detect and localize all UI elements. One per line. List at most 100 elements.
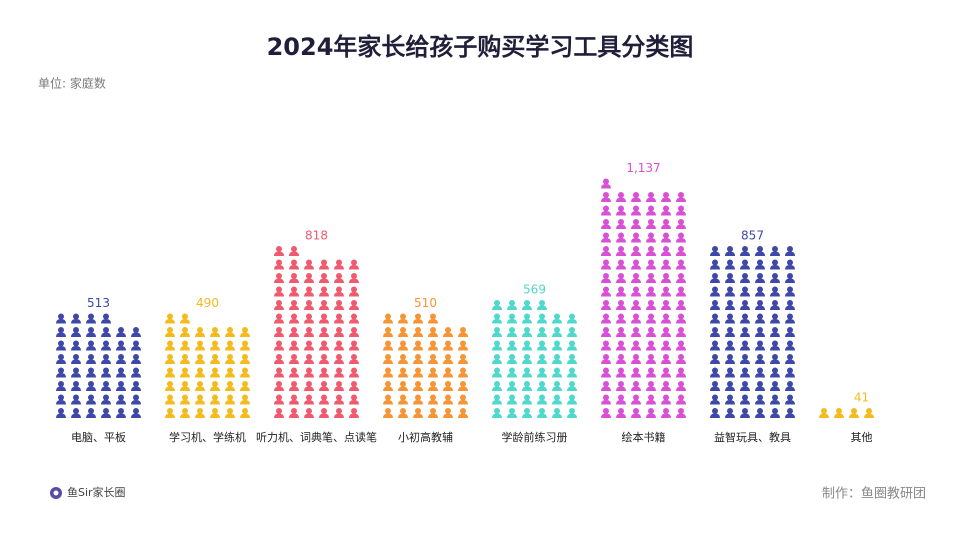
person-icon [710, 408, 720, 418]
icon-head [385, 354, 391, 360]
person-icon [274, 354, 284, 364]
person-icon [413, 394, 423, 405]
icon-head [509, 394, 515, 401]
person-icon [507, 394, 517, 405]
person-icon [601, 394, 611, 405]
icon-head [618, 192, 624, 198]
icon-body [616, 373, 626, 378]
icon-body [725, 251, 735, 256]
person-icon [101, 394, 111, 405]
brand-logo [50, 487, 62, 499]
person-icon [661, 408, 671, 418]
icon-body [755, 346, 765, 351]
person-icon [601, 408, 611, 418]
icon-body [304, 292, 314, 297]
person-icon [522, 340, 532, 351]
icon-body [755, 265, 765, 270]
person-icon [443, 354, 453, 364]
icon-body [165, 413, 175, 418]
icon-body [661, 278, 671, 283]
person-icon [86, 327, 96, 337]
icon-body [552, 319, 562, 324]
icon-head [58, 381, 64, 387]
icon-body [240, 400, 250, 405]
icon-body [398, 386, 408, 391]
person-icon [725, 340, 735, 351]
icon-body [289, 292, 299, 297]
icon-head [633, 286, 639, 293]
icon-head [712, 286, 718, 293]
icon-body [661, 224, 671, 229]
icon-head [430, 408, 436, 414]
icon-head [321, 367, 327, 374]
icon-body [349, 278, 359, 283]
person-icon [492, 327, 502, 337]
person-icon [180, 327, 190, 337]
icon-body [755, 278, 765, 283]
person-icon [225, 408, 235, 418]
icon-body [770, 292, 780, 297]
icon-body [616, 305, 626, 310]
person-icon [492, 381, 502, 391]
person-icon [334, 273, 344, 283]
person-icon [398, 354, 408, 364]
person-icon [195, 354, 205, 364]
icon-head [772, 354, 778, 360]
icon-head [385, 394, 391, 401]
icon-head [757, 408, 763, 414]
person-icon [210, 340, 220, 351]
icon-head [118, 354, 124, 360]
icon-head [787, 300, 793, 306]
person-icon [676, 327, 686, 337]
icon-head [182, 381, 188, 387]
icon-body [631, 265, 641, 270]
category-label: 电脑、平板 [71, 430, 126, 444]
icon-head [742, 340, 748, 347]
icon-head [742, 286, 748, 293]
person-icon [740, 273, 750, 283]
person-icon [725, 300, 735, 310]
person-icon [537, 313, 547, 324]
icon-head [787, 340, 793, 347]
person-icon [225, 367, 235, 378]
icon-head [772, 340, 778, 347]
icon-body [616, 265, 626, 270]
person-icon [131, 367, 141, 378]
person-icon [274, 259, 284, 270]
icon-head [212, 381, 218, 387]
icon-body [661, 373, 671, 378]
person-icon [740, 259, 750, 270]
icon-body [398, 400, 408, 405]
icon-body [56, 386, 66, 391]
icon-body [676, 224, 686, 229]
category-label: 其他 [851, 431, 873, 444]
person-icon [770, 313, 780, 324]
icon-head [663, 219, 669, 225]
icon-head [524, 367, 530, 374]
person-icon [567, 327, 577, 337]
icon-head [554, 327, 560, 333]
person-icon [601, 192, 611, 202]
icon-body [676, 332, 686, 337]
icon-body [319, 346, 329, 351]
person-icon [710, 340, 720, 351]
person-icon [180, 408, 190, 418]
person-icon [383, 354, 393, 364]
person-icon [180, 367, 190, 378]
person-icon [319, 259, 329, 270]
person-icon [225, 381, 235, 391]
icon-head [727, 313, 733, 320]
icon-body [676, 359, 686, 364]
icon-body [676, 292, 686, 297]
icon-body [552, 373, 562, 378]
person-icon [458, 394, 468, 405]
icon-head [757, 246, 763, 252]
icon-head [757, 300, 763, 306]
person-icon [334, 327, 344, 337]
person-icon [725, 246, 735, 256]
person-icon [210, 327, 220, 337]
person-icon [567, 313, 577, 324]
icon-body [458, 346, 468, 351]
icon-body [210, 359, 220, 364]
person-icon [661, 327, 671, 337]
